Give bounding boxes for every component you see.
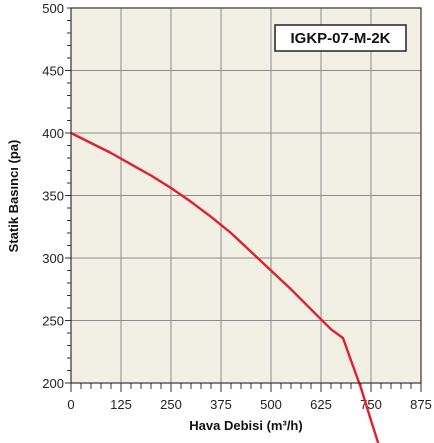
x-tick-label: 250: [160, 397, 182, 412]
y-tick-label: 250: [42, 314, 64, 329]
y-tick-label: 350: [42, 189, 64, 204]
x-tick-label: 125: [110, 397, 132, 412]
fan-curve-line: [69, 131, 380, 443]
x-tick-label: 875: [410, 397, 432, 412]
x-tick-label: 0: [67, 397, 74, 412]
curve-layer: [69, 131, 380, 443]
model-label: IGKP-07-M-2K: [290, 30, 390, 47]
plot-frame: [70, 7, 422, 384]
y-axis-title: Statik Basıncı (pa): [6, 140, 21, 253]
x-tick-label: 625: [310, 397, 332, 412]
y-tick-label: 200: [42, 376, 64, 391]
y-tick-label: 450: [42, 64, 64, 79]
grid: [71, 8, 421, 383]
y-tick-label: 300: [42, 251, 64, 266]
x-axis-title: Hava Debisi (m³/h): [189, 418, 302, 433]
model-label-box: IGKP-07-M-2K: [274, 24, 407, 52]
axis-ticks: 0 125 250 375 500 625 750 875200250300350400450…: [42, 1, 432, 412]
y-tick-label: 400: [42, 126, 64, 141]
x-tick-label: 500: [260, 397, 282, 412]
x-tick-label: 375: [210, 397, 232, 412]
y-tick-label: 500: [42, 1, 64, 16]
